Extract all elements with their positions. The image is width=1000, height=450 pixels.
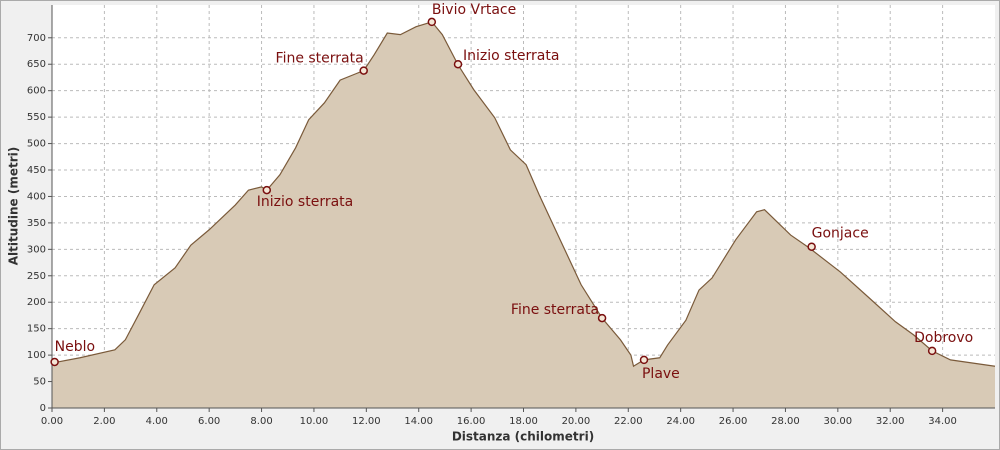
y-axis-title: Altitudine (metri)	[7, 147, 21, 265]
waypoint-label: Inizio sterrata	[257, 194, 353, 210]
y-tick-label: 500	[27, 139, 46, 150]
x-tick-label: 14.00	[404, 416, 433, 427]
y-tick-label: 150	[27, 324, 46, 335]
y-tick-label: 550	[27, 112, 46, 123]
x-tick-label: 16.00	[457, 416, 486, 427]
x-tick-label: 12.00	[352, 416, 381, 427]
x-tick-label: 10.00	[300, 416, 329, 427]
y-tick-label: 350	[27, 218, 46, 229]
y-tick-label: 650	[27, 59, 46, 70]
x-tick-label: 2.00	[93, 416, 115, 427]
y-tick-label: 250	[27, 271, 46, 282]
waypoint-marker	[927, 346, 937, 356]
waypoint-marker	[597, 313, 607, 323]
x-tick-label: 18.00	[509, 416, 538, 427]
y-tick-label: 300	[27, 244, 46, 255]
waypoint-marker	[427, 17, 437, 27]
waypoint-marker	[453, 59, 463, 69]
y-tick-label: 700	[27, 33, 46, 44]
waypoint-label: Dobrovo	[914, 330, 973, 346]
waypoint-label: Gonjace	[812, 226, 869, 242]
x-tick-label: 8.00	[250, 416, 272, 427]
x-tick-label: 4.00	[146, 416, 168, 427]
waypoint-label: Inizio sterrata	[463, 48, 559, 64]
x-axis-title: Distanza (chilometri)	[452, 430, 594, 444]
x-tick-label: 22.00	[614, 416, 643, 427]
y-tick-label: 100	[27, 350, 46, 361]
y-tick-label: 50	[33, 377, 46, 388]
x-tick-label: 30.00	[824, 416, 853, 427]
waypoint-marker	[807, 242, 816, 251]
waypoint-label: Neblo	[55, 339, 95, 355]
y-tick-label: 400	[27, 191, 46, 202]
profile-line	[51, 21, 996, 368]
y-tick-label: 450	[27, 165, 46, 176]
y-tick-label: 200	[27, 297, 46, 308]
x-tick-label: 6.00	[198, 416, 220, 427]
x-tick-label: 0.00	[41, 416, 63, 427]
x-tick-label: 24.00	[666, 416, 695, 427]
waypoint-label: Plave	[642, 366, 680, 382]
y-tick-label: 0	[40, 403, 46, 414]
waypoint-marker	[359, 66, 368, 75]
waypoint-label: Bivio Vrtace	[432, 2, 516, 18]
x-tick-label: 20.00	[562, 416, 591, 427]
waypoint-marker	[50, 357, 59, 367]
x-tick-label: 34.00	[928, 416, 957, 427]
y-tick-label: 600	[27, 86, 46, 97]
x-tick-label: 28.00	[771, 416, 800, 427]
x-tick-label: 26.00	[719, 416, 748, 427]
waypoint-marker	[639, 355, 649, 365]
waypoint-label: Fine sterrata	[276, 51, 364, 67]
waypoint-label: Fine sterrata	[511, 302, 599, 318]
waypoint-marker	[262, 185, 272, 195]
area	[52, 21, 995, 408]
x-tick-label: 32.00	[876, 416, 905, 427]
